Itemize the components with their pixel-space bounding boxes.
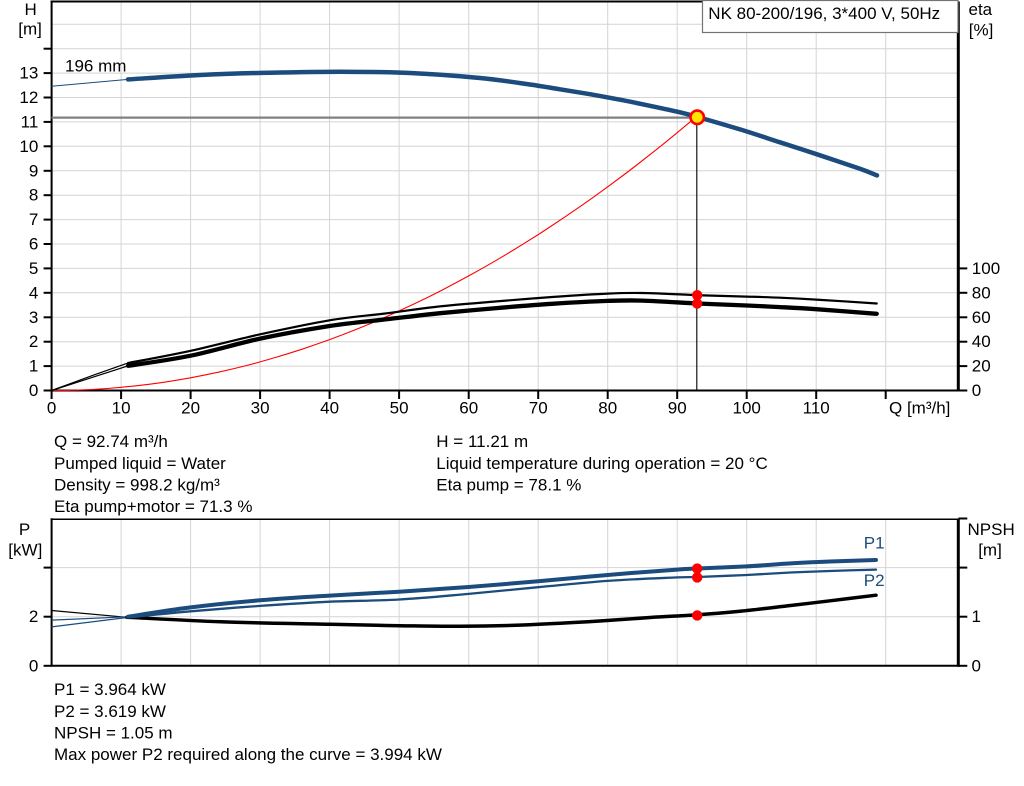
svg-text:80: 80: [598, 399, 617, 418]
svg-text:80: 80: [972, 283, 991, 302]
svg-text:196 mm: 196 mm: [65, 57, 126, 76]
svg-text:2: 2: [29, 607, 38, 626]
svg-text:20: 20: [181, 399, 200, 418]
svg-text:40: 40: [972, 332, 991, 351]
svg-text:Pumped liquid = Water: Pumped liquid = Water: [54, 454, 226, 473]
svg-text:30: 30: [251, 399, 270, 418]
svg-text:Eta pump = 78.1 %: Eta pump = 78.1 %: [436, 476, 581, 495]
svg-text:60: 60: [459, 399, 478, 418]
svg-text:110: 110: [803, 399, 830, 418]
svg-text:11: 11: [21, 112, 39, 131]
svg-text:H = 11.21 m: H = 11.21 m: [436, 432, 528, 451]
svg-text:10: 10: [19, 137, 38, 156]
svg-text:P2: P2: [864, 571, 885, 590]
svg-text:0: 0: [29, 381, 38, 400]
svg-text:[m]: [m]: [978, 540, 1002, 559]
svg-text:P1 = 3.964 kW: P1 = 3.964 kW: [54, 680, 166, 699]
svg-text:50: 50: [390, 399, 409, 418]
svg-text:NK 80-200/196, 3*400 V, 50Hz: NK 80-200/196, 3*400 V, 50Hz: [708, 4, 940, 23]
svg-text:9: 9: [29, 161, 38, 180]
svg-text:Density = 998.2 kg/m³: Density = 998.2 kg/m³: [54, 476, 220, 495]
svg-text:90: 90: [668, 399, 687, 418]
svg-text:H: H: [25, 0, 37, 19]
svg-text:0: 0: [29, 656, 38, 675]
svg-text:P1: P1: [864, 534, 885, 553]
svg-text:[kW]: [kW]: [8, 540, 42, 559]
svg-text:100: 100: [972, 259, 1000, 278]
svg-text:2: 2: [29, 332, 38, 351]
svg-text:4: 4: [29, 283, 38, 302]
svg-text:NPSH = 1.05 m: NPSH = 1.05 m: [54, 724, 173, 743]
svg-text:40: 40: [320, 399, 339, 418]
svg-text:[m]: [m]: [18, 20, 42, 39]
svg-text:7: 7: [29, 210, 38, 229]
svg-text:20: 20: [972, 357, 991, 376]
svg-text:60: 60: [972, 308, 991, 327]
svg-text:[%]: [%]: [969, 21, 994, 40]
svg-text:100: 100: [733, 399, 761, 418]
svg-text:Max power P2 required along th: Max power P2 required along the curve = …: [54, 745, 442, 764]
svg-text:Eta pump+motor = 71.3 %: Eta pump+motor = 71.3 %: [54, 497, 252, 516]
svg-text:5: 5: [29, 259, 38, 278]
svg-text:12: 12: [19, 88, 38, 107]
svg-text:NPSH: NPSH: [968, 520, 1015, 539]
svg-text:3: 3: [29, 308, 38, 327]
svg-text:1: 1: [972, 607, 981, 626]
svg-text:13: 13: [19, 64, 38, 83]
svg-text:P2 = 3.619 kW: P2 = 3.619 kW: [54, 702, 166, 721]
svg-text:eta: eta: [969, 0, 993, 19]
svg-text:70: 70: [529, 399, 548, 418]
svg-text:8: 8: [29, 186, 38, 205]
svg-text:P: P: [19, 520, 30, 539]
svg-text:0: 0: [972, 381, 981, 400]
svg-text:0: 0: [972, 656, 981, 675]
svg-text:10: 10: [112, 399, 131, 418]
svg-text:Q [m³/h]: Q [m³/h]: [889, 399, 950, 418]
svg-text:6: 6: [29, 235, 38, 254]
svg-text:1: 1: [29, 357, 38, 376]
svg-text:Liquid temperature during oper: Liquid temperature during operation = 20…: [436, 454, 767, 473]
svg-text:0: 0: [47, 399, 56, 418]
svg-text:Q = 92.74 m³/h: Q = 92.74 m³/h: [54, 432, 168, 451]
